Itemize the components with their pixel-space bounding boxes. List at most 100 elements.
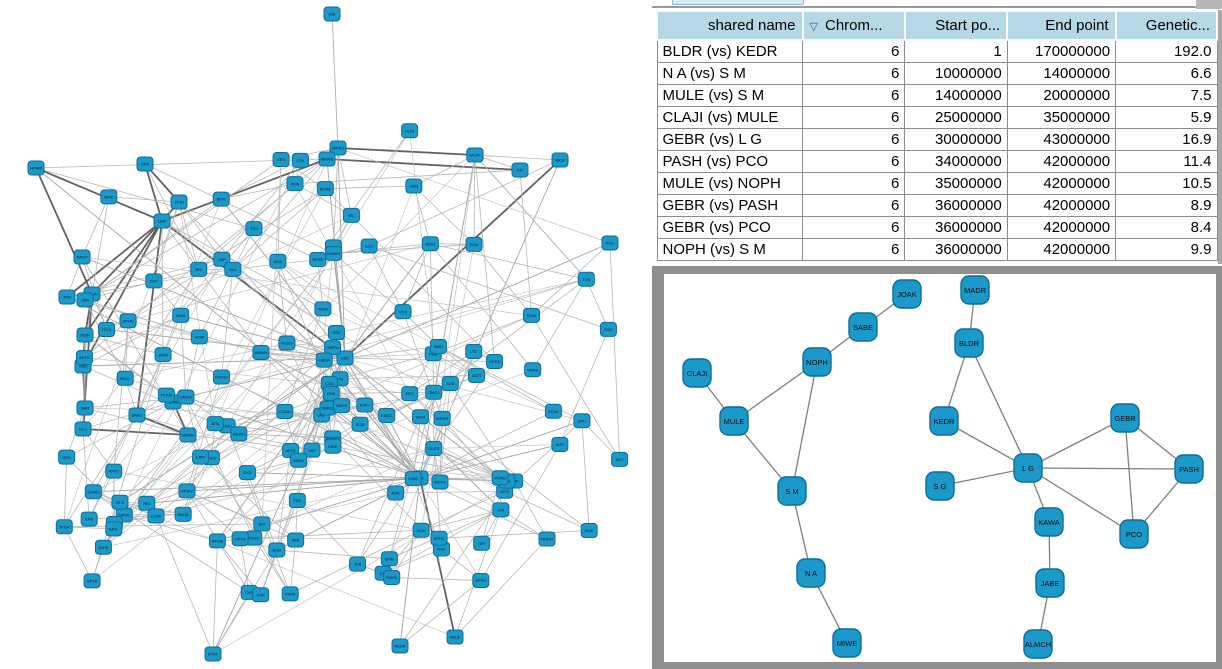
column-header-genetic[interactable]: Genetic... (1114, 10, 1219, 41)
network-node[interactable]: DGT (145, 273, 163, 289)
network-edge[interactable] (185, 396, 421, 479)
network-node[interactable]: EPB (80, 511, 98, 527)
table-cell-shared_name[interactable]: MULE (vs) S M (656, 83, 804, 107)
network-edge[interactable] (504, 490, 590, 531)
network-edge[interactable] (66, 296, 262, 353)
table-cell-start_position[interactable]: 36000000 (904, 193, 1008, 217)
network-edge[interactable] (402, 311, 443, 419)
network-edge[interactable] (136, 315, 182, 416)
network-edge[interactable] (81, 196, 110, 258)
network-edge[interactable] (91, 196, 110, 295)
network-node[interactable]: PAOA (174, 506, 192, 522)
main-network-canvas[interactable]: GIAWPWJMRWSHPAMLIFVJTJULAIFTWGTIPMCBUNOD… (0, 0, 652, 669)
table-row[interactable]: PASH (vs) PCO 6 34000000 42000000 11.4 (656, 149, 1218, 173)
network-node[interactable]: BUM (268, 542, 286, 558)
table-cell-chromosome[interactable]: 6 (802, 215, 906, 239)
subnet-edge-BLDR-LG[interactable] (968, 342, 1029, 469)
network-edge[interactable] (239, 538, 250, 593)
network-node[interactable]: WNSI (314, 301, 332, 317)
network-node[interactable]: UKP (213, 251, 231, 267)
table-cell-start_position[interactable]: 25000000 (904, 105, 1008, 129)
network-edge[interactable] (412, 416, 421, 479)
network-edge[interactable] (185, 396, 255, 539)
network-node[interactable]: MAFS (333, 398, 351, 414)
network-node[interactable]: EEO (401, 386, 419, 402)
network-edge[interactable] (108, 196, 180, 203)
network-node[interactable]: TRJ (245, 221, 263, 237)
network-edge[interactable] (200, 357, 346, 458)
network-edge[interactable] (103, 411, 286, 548)
network-edge[interactable] (81, 256, 346, 359)
subnet-edge-LG-PASH[interactable] (1027, 467, 1190, 470)
network-node[interactable]: UHND (84, 484, 102, 500)
network-edge[interactable] (161, 220, 164, 355)
subnet-node-GEBR[interactable]: GEBR (1110, 403, 1140, 433)
network-node[interactable]: COAA (276, 403, 294, 419)
network-edge[interactable] (474, 154, 587, 280)
subnet-node-NOPH[interactable]: NOPH (802, 347, 832, 377)
network-node[interactable]: LTN (291, 152, 309, 168)
network-edge[interactable] (63, 457, 68, 527)
network-edge[interactable] (155, 515, 214, 655)
network-edge[interactable] (344, 357, 482, 581)
network-edge[interactable] (359, 423, 505, 492)
network-edge[interactable] (581, 420, 590, 531)
network-edge[interactable] (221, 258, 434, 393)
network-node[interactable]: PTKM (157, 387, 175, 403)
subnet-node-JOAK[interactable]: JOAK (892, 279, 922, 309)
network-node[interactable]: JUF (511, 162, 529, 178)
network-node[interactable]: KAJL (105, 521, 123, 537)
network-node[interactable]: ESU (599, 321, 617, 337)
network-node[interactable]: IFLS (111, 494, 129, 510)
network-edge[interactable] (180, 315, 187, 398)
network-edge[interactable] (419, 444, 560, 479)
network-edge[interactable] (344, 159, 561, 359)
network-edge[interactable] (344, 242, 611, 359)
filter-icon[interactable]: ▽ (809, 21, 818, 33)
subnet-node-SM[interactable]: S M (777, 476, 807, 506)
network-edge[interactable] (136, 259, 223, 416)
network-edge[interactable] (260, 450, 313, 595)
subnet-node-KEDR[interactable]: KEDR (929, 406, 959, 436)
network-node[interactable]: LAIF (153, 213, 171, 229)
table-cell-shared_name[interactable]: NOPH (vs) S M (656, 237, 804, 261)
network-edge[interactable] (339, 353, 434, 380)
network-node[interactable]: SKT (611, 451, 629, 467)
network-edge[interactable] (84, 299, 200, 338)
network-edge[interactable] (438, 530, 590, 539)
network-node[interactable]: KBRI (324, 438, 342, 454)
network-node[interactable]: VKP (303, 442, 321, 458)
network-node[interactable]: OFD (58, 449, 76, 465)
table-cell-genetic[interactable]: 11.4 (1115, 149, 1218, 173)
subnet-node-ALMCH[interactable]: ALMCH (1023, 629, 1053, 659)
network-edge[interactable] (124, 514, 218, 542)
network-edge[interactable] (82, 428, 189, 436)
table-cell-chromosome[interactable]: 6 (802, 171, 906, 195)
network-node[interactable]: PFKD (105, 463, 123, 479)
network-edge[interactable] (146, 332, 337, 504)
network-node[interactable]: UVK (252, 587, 270, 603)
network-node[interactable]: ATN (206, 416, 224, 432)
network-node[interactable]: GEG (272, 152, 290, 168)
table-cell-end_point[interactable]: 35000000 (1006, 105, 1117, 129)
network-node[interactable]: AOTI (468, 367, 486, 383)
network-node[interactable]: ADAJ (421, 236, 439, 252)
network-node[interactable]: ITCA (98, 322, 116, 338)
network-edge[interactable] (180, 228, 255, 316)
network-node[interactable]: DOU (465, 236, 483, 252)
column-header-shared_name[interactable]: shared name (656, 10, 804, 41)
network-edge[interactable] (221, 376, 502, 511)
network-node[interactable]: KMM (380, 551, 398, 567)
table-row[interactable]: GEBR (vs) PCO 6 36000000 42000000 8.4 (656, 215, 1218, 239)
network-node[interactable]: WLOF (466, 147, 484, 163)
network-edge[interactable] (144, 163, 163, 222)
network-edge[interactable] (211, 457, 291, 595)
network-edge[interactable] (63, 414, 138, 528)
network-edge[interactable] (66, 401, 174, 458)
network-edge[interactable] (433, 154, 476, 449)
network-edge[interactable] (317, 259, 324, 309)
network-node[interactable]: LCIJ (360, 238, 378, 254)
table-cell-shared_name[interactable]: GEBR (vs) L G (656, 127, 804, 151)
table-row[interactable]: GEBR (vs) L G 6 30000000 43000000 16.9 (656, 127, 1218, 151)
table-cell-shared_name[interactable]: PASH (vs) PCO (656, 149, 804, 173)
